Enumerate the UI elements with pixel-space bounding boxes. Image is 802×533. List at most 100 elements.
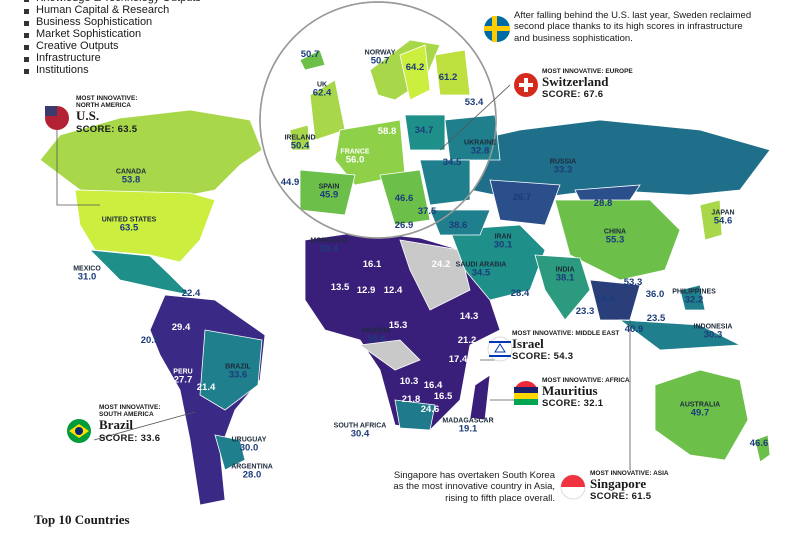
country-score: 56.0 — [345, 154, 365, 166]
country-name: IRAN — [494, 233, 512, 241]
country-label: IRELAND 50.4 — [284, 134, 315, 151]
country-label: 26.7 — [513, 193, 532, 203]
country-label: 23.5 — [647, 314, 666, 324]
country-label: 12.9 — [357, 286, 376, 296]
country-label: IRAN 30.1 — [494, 233, 513, 250]
country-label: 16.5 — [434, 392, 453, 402]
country-score: 16.5 — [433, 391, 453, 403]
country-label: UNITED STATES 63.5 — [102, 216, 157, 233]
country-score: 46.6 — [749, 438, 769, 450]
country-label: 46.6 — [750, 439, 769, 449]
country-score: 38.1 — [555, 272, 575, 284]
country-score: 23.3 — [575, 306, 595, 318]
country-label: 58.8 — [378, 127, 397, 137]
country-score: 58.8 — [377, 126, 397, 138]
country-name: CANADA — [115, 168, 147, 176]
country-score: 17.4 — [448, 354, 468, 366]
country-score: 61.2 — [438, 72, 458, 84]
country-score: 63.5 — [119, 222, 139, 234]
country-label: 60.4 — [354, 113, 373, 123]
country-score: 53.8 — [121, 174, 141, 186]
country-score: 32.8 — [470, 145, 490, 157]
country-label: 28.4 — [511, 289, 530, 299]
legend-item: Business Sophistication — [23, 16, 153, 28]
country-label: 24.2 — [432, 260, 451, 270]
country-score: 26.7 — [512, 192, 532, 204]
flag-icons — [45, 16, 586, 500]
country-label: 15.3 — [389, 321, 408, 331]
country-name: SAUDI ARABIA — [455, 261, 507, 269]
country-score: 22.4 — [181, 288, 201, 300]
callout-score: SCORE: 63.5 — [76, 123, 138, 135]
country-label: JAPAN 54.6 — [711, 209, 734, 226]
country-score: 49.7 — [690, 407, 710, 419]
country-label: 16.4 — [596, 295, 615, 305]
country-label: 34.7 — [415, 126, 434, 136]
callout-country: Switzerland — [542, 74, 609, 90]
legend-item: Infrastructure — [24, 52, 101, 64]
callout-region: MOST INNOVATIVE: MIDDLE EAST — [512, 330, 620, 337]
country-score: 50.4 — [290, 140, 310, 152]
country-label: PHILIPPINES 32.2 — [672, 288, 716, 305]
country-label: BRAZIL 33.6 — [225, 363, 251, 380]
country-name: URUGUAY — [231, 436, 267, 444]
country-label: 37.5 — [418, 207, 437, 217]
country-name: UKRAINE — [464, 139, 496, 147]
country-score: 40.9 — [624, 324, 644, 336]
country-label: 24.6 — [421, 405, 440, 415]
country-score: 24.2 — [431, 259, 451, 271]
country-score: 45.9 — [319, 189, 339, 201]
country-score: 32.2 — [684, 294, 704, 306]
country-score: 31.0 — [77, 271, 97, 283]
country-score: 64.2 — [405, 62, 425, 74]
sweden-note: After falling behind the U.S. last year,… — [514, 10, 752, 44]
country-label: 14.3 — [460, 312, 479, 322]
country-score: 30.0 — [239, 442, 259, 454]
callout-country: Mauritius — [542, 383, 598, 399]
country-score: 10.3 — [399, 376, 419, 388]
country-score: 34.7 — [414, 125, 434, 137]
country-score: 28.8 — [593, 198, 613, 210]
country-score: 24.6 — [420, 404, 440, 416]
callout-country: Singapore — [590, 476, 647, 492]
country-name: INDONESIA — [693, 323, 733, 331]
country-score: 16.4 — [423, 380, 443, 392]
callout-country: Brazil — [99, 417, 133, 433]
country-name: FRANCE — [340, 148, 370, 156]
country-label: 53.4 — [465, 98, 484, 108]
country-score: 12.4 — [383, 285, 403, 297]
country-label: MEXICO 31.0 — [73, 265, 101, 282]
country-name: SOUTH AFRICA — [333, 422, 387, 430]
country-score: 62.4 — [312, 87, 332, 99]
country-label: CHINA 55.3 — [604, 228, 626, 245]
country-score: 23.5 — [646, 313, 666, 325]
country-label: 46.6 — [395, 194, 414, 204]
country-name: MADAGASCAR — [442, 417, 494, 425]
country-label: 21.8 — [402, 395, 421, 405]
country-label: 34.5 — [443, 158, 462, 168]
country-label: RUSSIA 33.3 — [550, 158, 576, 175]
country-score: 27.7 — [173, 374, 193, 386]
callout-score: SCORE: 67.6 — [542, 89, 604, 101]
country-score: 26.9 — [394, 220, 414, 232]
country-label: 22.4 — [182, 289, 201, 299]
country-label: 28.8 — [594, 199, 613, 209]
country-score: 30.1 — [493, 239, 513, 251]
country-label: 10.3 — [400, 377, 419, 387]
country-score: 15.3 — [388, 320, 408, 332]
country-label: 38.6 — [449, 221, 468, 231]
country-name: BRAZIL — [225, 363, 251, 371]
singapore-note: Singapore has overtaken South Korea as t… — [393, 470, 555, 504]
country-score: 34.5 — [471, 267, 491, 279]
country-score: 30.4 — [350, 428, 370, 440]
country-score: 21.2 — [457, 335, 477, 347]
country-score: 54.6 — [713, 215, 733, 227]
country-score: 28.4 — [319, 243, 339, 255]
legend-item: Institutions — [24, 64, 89, 76]
country-label: 26.9 — [395, 221, 414, 231]
country-label: CANADA 53.8 — [116, 168, 146, 185]
country-score: 29.4 — [171, 322, 191, 334]
country-score: 53.4 — [464, 97, 484, 109]
callout: MOST INNOVATIVE: EUROPE Switzerland SCORE:… — [542, 68, 654, 100]
country-label: NORWAY 50.7 — [365, 49, 396, 66]
